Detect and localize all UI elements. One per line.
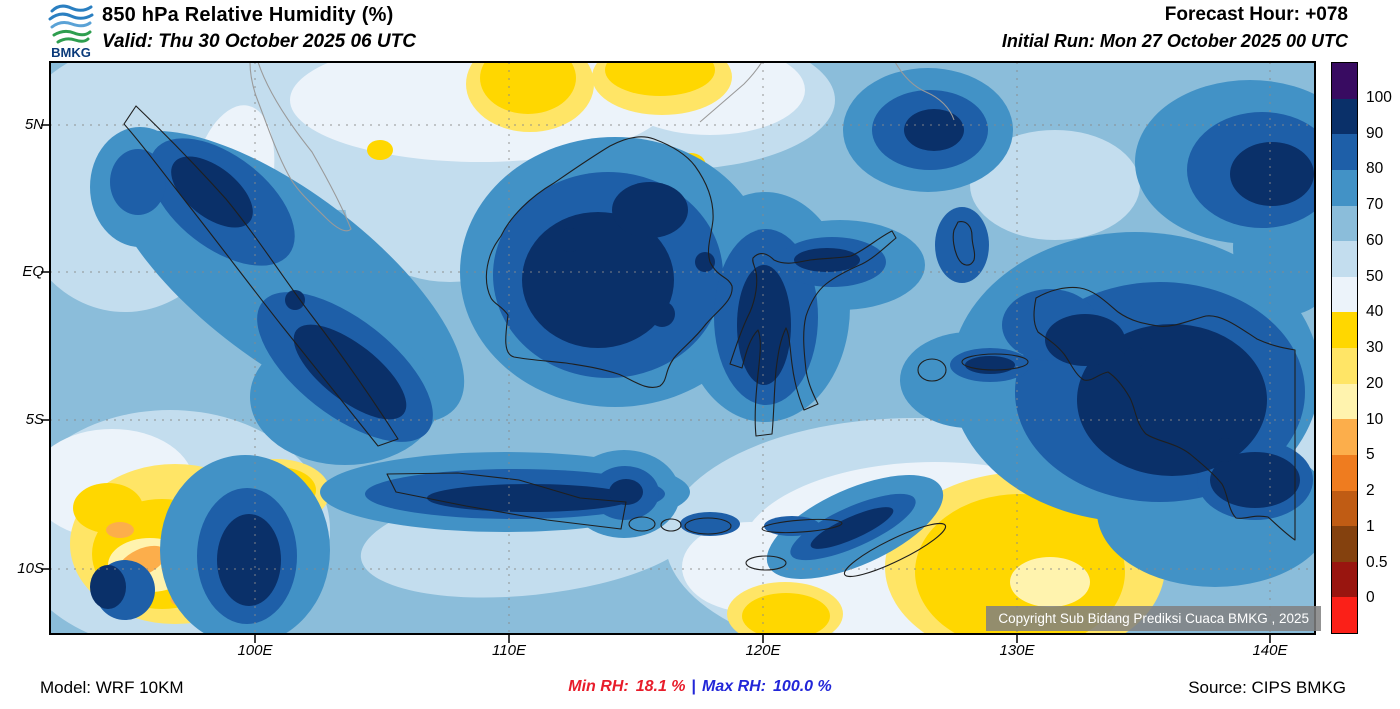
colorbar-segment [1332,597,1357,633]
map-frame [49,61,1316,635]
max-rh-value: 100.0 % [773,678,832,695]
colorbar-segments [1331,62,1358,634]
colorbar-label: 80 [1366,160,1384,178]
copyright-watermark: Copyright Sub Bidang Prediksi Cuaca BMKG… [986,606,1321,631]
colorbar-label: 60 [1366,231,1384,249]
max-rh-label: Max RH: [702,678,767,695]
colorbar-label: 70 [1366,196,1384,213]
colorbar-labels: 100 90 80 70 60 50 40 30 20 10 5 2 1 0.5 0 [1366,62,1400,634]
min-max-separator: | [691,678,696,695]
colorbar-label: 0 [1366,589,1375,607]
bmkg-logo-icon: BMKG [48,4,94,60]
rh-map-figure [41,61,1316,643]
rh-map-panel: Copyright Sub Bidang Prediksi Cuaca BMKG… [41,61,1321,643]
gridlines [50,62,1315,634]
rh-field-blobs [50,62,1315,634]
initial-run-label: Initial Run: Mon 27 October 2025 00 UTC [1001,31,1348,51]
colorbar-segment [1332,526,1357,562]
colorbar-segment [1332,561,1357,598]
bmkg-logo-text: BMKG [51,45,91,60]
colorbar-segment [1332,276,1357,313]
colorbar-label: 100 [1366,88,1392,106]
x-tick-label: 110E [492,642,526,659]
colorbar-segment [1332,169,1357,206]
min-rh-value: 18.1 % [635,678,686,695]
y-tick-label: EQ [22,263,44,280]
axis-ticks [41,124,1271,643]
colorbar-segment [1332,312,1357,348]
forecast-hour-label: Forecast Hour: +078 [1164,4,1348,25]
bmkg-logo: BMKG [44,1,98,61]
colorbar-label: 40 [1366,303,1384,321]
colorbar-label: 5 [1366,446,1375,464]
colorbar-segment [1332,383,1357,420]
y-tick-label: 5N [24,116,44,133]
colorbar-segment [1332,205,1357,242]
x-tick-label: 140E [1252,642,1288,659]
model-label: Model: WRF 10KM [40,678,184,697]
min-rh-label: Min RH: [568,678,629,695]
colorbar-segment [1332,98,1357,135]
colorbar-label: 50 [1366,267,1384,285]
colorbar-label: 90 [1366,124,1384,142]
y-tick-label: 10S [17,560,44,577]
y-tick-label: 5S [25,411,44,428]
colorbar-label: 2 [1366,482,1375,499]
coastlines [123,62,1296,578]
source-label: Source: CIPS BMKG [1188,678,1346,697]
colorbar-label: 0.5 [1366,553,1388,571]
min-max-rh: Min RH: 18.1 % | Max RH: 100.0 % [0,678,1400,696]
colorbar-segment [1332,490,1357,527]
x-tick-label: 100E [237,642,273,659]
valid-time-label: Valid: Thu 30 October 2025 06 UTC [102,31,416,52]
colorbar-segment [1332,134,1357,170]
page-title: 850 hPa Relative Humidity (%) [102,4,394,26]
colorbar-segment [1332,348,1357,384]
x-tick-label: 120E [745,642,781,659]
colorbar-label: 10 [1366,410,1384,428]
colorbar-segment [1332,454,1357,491]
x-tick-label: 130E [999,642,1035,659]
colorbar-label: 30 [1366,339,1384,356]
colorbar-segment [1332,63,1357,99]
colorbar-label: 1 [1366,517,1375,535]
colorbar-label: 20 [1366,374,1384,392]
colorbar-segment [1332,241,1357,277]
colorbar-segment [1332,419,1357,455]
